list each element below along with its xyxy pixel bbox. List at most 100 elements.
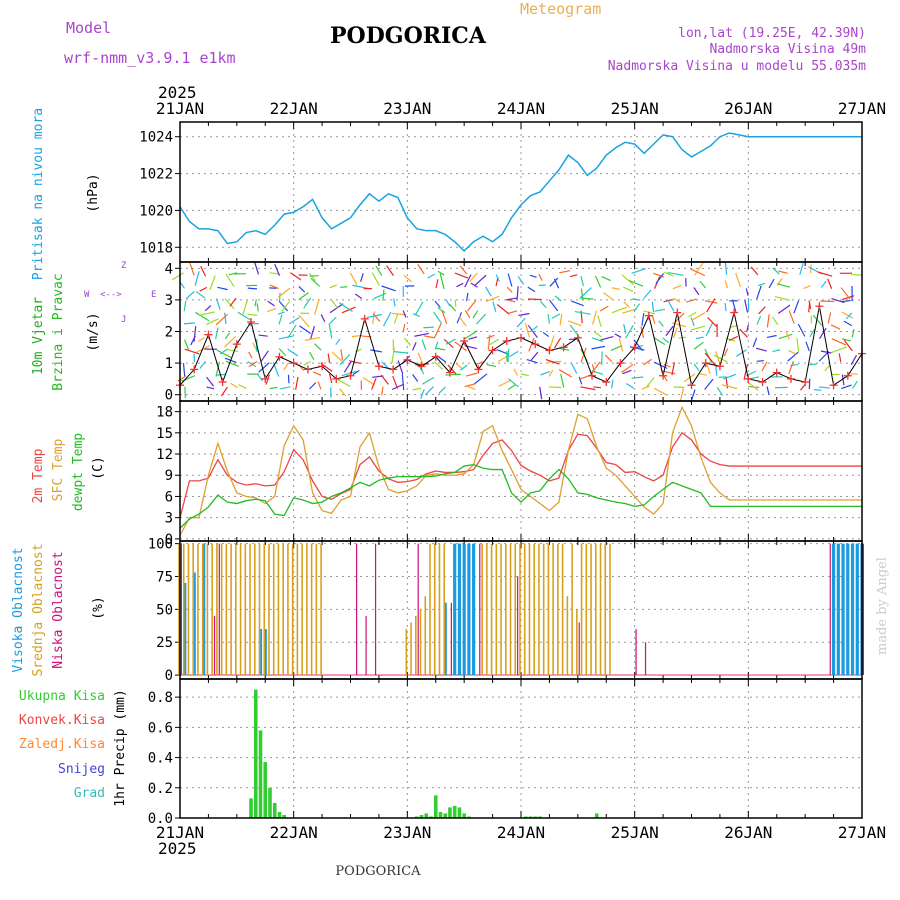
- lonlat-text: lon,lat (19.25E, 42.39N): [678, 26, 866, 41]
- precip-bar: [282, 814, 286, 818]
- date-label-bottom: 24JAN: [497, 823, 545, 842]
- wind-arrow: [611, 306, 627, 314]
- wind-unit: (m/s): [86, 312, 101, 351]
- wind-arrow: [852, 380, 858, 389]
- wind-arrow: [690, 317, 695, 327]
- wind-arrow: [468, 336, 478, 340]
- wind-arrow: [723, 373, 737, 380]
- wind-arrow: [445, 298, 451, 307]
- wind-arrow: [755, 347, 767, 352]
- wind-arrow: [215, 361, 221, 377]
- wind-arrow: [597, 315, 602, 327]
- wind-arrow: [423, 326, 434, 329]
- wind-arrow: [508, 310, 518, 314]
- precip-bar: [533, 816, 538, 818]
- wind-arrow: [796, 337, 800, 352]
- wind-arrow: [309, 351, 315, 360]
- wind-arrow: [570, 362, 578, 374]
- wind-arrow: [744, 299, 749, 313]
- wind-arrow: [317, 381, 322, 390]
- wind-arrow: [460, 364, 468, 371]
- wind-arrow: [438, 386, 446, 394]
- temp-label-1: 2m Temp: [31, 448, 46, 503]
- wind-arrow: [339, 354, 351, 366]
- wind-arrow: [265, 374, 270, 385]
- wind-arrow: [788, 350, 797, 355]
- wind-arrow: [716, 387, 724, 396]
- wind-arrow: [560, 347, 570, 351]
- wind-arrow: [774, 295, 790, 301]
- wind-arrow: [611, 287, 620, 290]
- wind-arrow: [412, 374, 419, 382]
- wind-arrow: [756, 315, 762, 325]
- wind-arrow: [554, 337, 562, 349]
- pressure-unit: (hPa): [86, 173, 101, 212]
- wind-arrow: [258, 362, 270, 373]
- wind-arrow: [516, 317, 526, 328]
- wind-arrow: [827, 278, 833, 289]
- wind-arrow: [508, 378, 519, 388]
- wind-arrow: [437, 270, 445, 276]
- wind-arrow: [646, 377, 655, 387]
- cloud-label-3: Niska Oblacnost: [51, 551, 66, 668]
- precip-bar: [272, 802, 277, 818]
- wind-arrow: [542, 331, 550, 338]
- precip-bar: [419, 814, 424, 818]
- wind-arrow: [183, 301, 187, 312]
- wind-arrow: [458, 316, 467, 327]
- wind-arrow: [424, 386, 434, 396]
- wind-arrow: [518, 312, 530, 317]
- wind-arrow: [625, 382, 634, 389]
- wind-arrow: [339, 388, 347, 397]
- wind-arrow: [401, 374, 405, 391]
- wind-arrow: [320, 314, 326, 323]
- wind-arrow: [538, 273, 543, 281]
- wind-arrow: [278, 335, 294, 340]
- pressure-line: [179, 132, 862, 252]
- wind-arrow: [289, 316, 300, 325]
- model-label: Model: [66, 19, 111, 37]
- wind-arrow: [772, 267, 780, 275]
- wind-arrow: [527, 298, 542, 301]
- wind-arrow: [843, 339, 853, 352]
- wind-arrow: [622, 369, 632, 375]
- wind-arrow: [520, 373, 529, 377]
- wind-arrow: [470, 282, 478, 288]
- wind-arrow: [412, 313, 420, 317]
- wind-arrow: [842, 338, 851, 342]
- wind-arrow: [827, 312, 832, 324]
- wind-arrow: [673, 297, 681, 303]
- precip-ylabel: 1hr Precip (mm): [113, 689, 128, 806]
- y-tick-label: 1018: [139, 240, 173, 256]
- wind-arrow: [225, 360, 239, 367]
- wind-arrow: [486, 334, 495, 339]
- wind-arrow: [820, 300, 835, 303]
- temp-label-2: SFC Temp: [51, 439, 66, 502]
- wind-arrow: [341, 306, 356, 314]
- legend-grad: Grad: [74, 786, 105, 801]
- wind-arrow: [340, 286, 348, 288]
- wind-arrow: [485, 295, 500, 303]
- precip-bar: [263, 762, 268, 818]
- y-tick-label: 3: [165, 293, 173, 309]
- wind-arrow: [539, 300, 547, 309]
- wind-arrow: [808, 363, 817, 366]
- wind-arrow: [704, 378, 714, 390]
- wind-arrow: [445, 373, 461, 376]
- wind-arrow: [274, 264, 281, 276]
- date-label-top: 25JAN: [611, 99, 659, 118]
- wind-arrow: [476, 313, 487, 325]
- wind-arrow: [455, 363, 463, 370]
- wind-arrow: [592, 310, 598, 325]
- wind-arrow: [459, 265, 468, 275]
- wind-arrow: [756, 285, 762, 300]
- wind-arrow: [290, 272, 302, 281]
- wind-arrow: [314, 299, 320, 315]
- wind-arrow: [206, 386, 215, 390]
- precip-bar: [467, 816, 471, 818]
- wind-arrow: [845, 312, 853, 320]
- wind-arrow: [422, 376, 435, 385]
- y-tick-label: 100: [148, 537, 173, 553]
- wind-arrow: [198, 337, 205, 342]
